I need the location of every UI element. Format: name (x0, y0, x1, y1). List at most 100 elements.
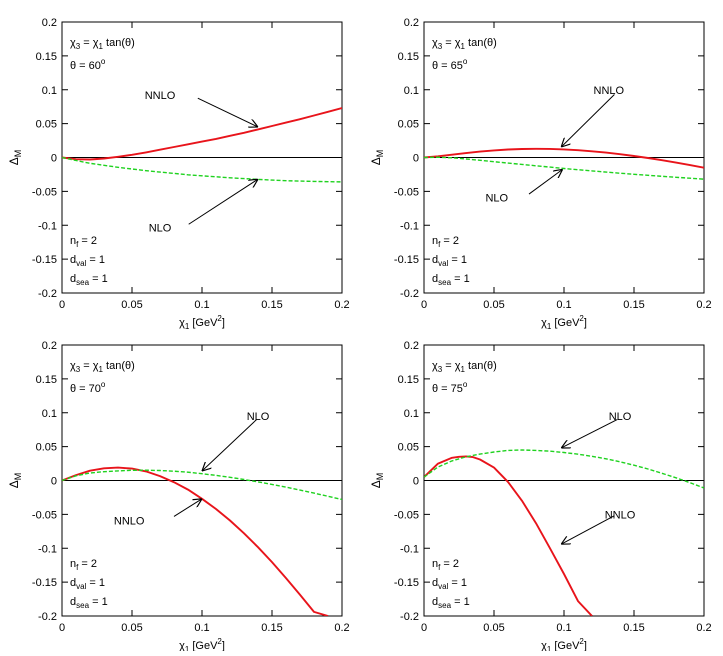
y-tick-label: -0.05 (32, 509, 57, 521)
param-label: dsea = 1 (70, 273, 108, 287)
param-subscript: val (76, 582, 86, 591)
x-tick-label: 0 (59, 622, 65, 634)
y-tick-label: 0.1 (42, 408, 57, 420)
param-label: dval = 1 (432, 577, 467, 591)
x-tick-label: 0.15 (623, 622, 644, 634)
y-axis-subscript: M (375, 150, 385, 158)
series-label-nnlo: NNLO (145, 90, 176, 102)
relation-sub1: 1 (99, 365, 104, 374)
x-axis-label: χ1 [GeV2] (541, 314, 587, 331)
y-tick-label: 0.05 (398, 442, 419, 454)
chart-panel-2: 0.20.150.10.050-0.05-0.1-0.15-0.20 0.05 0.… (369, 17, 712, 331)
param-value: = 1 (89, 273, 108, 285)
series-line-nlo (424, 156, 704, 180)
param-symbol: n (432, 235, 438, 247)
param-label: nf = 2 (70, 235, 97, 249)
y-tick-label: 0.2 (42, 17, 57, 29)
y-tick-label: 0 (51, 476, 57, 488)
param-subscript: f (438, 563, 441, 572)
x-tick-label: 0.05 (483, 622, 504, 634)
x-tick-label: 0.15 (623, 299, 644, 311)
y-axis-subscript: M (13, 473, 23, 481)
y-axis-symbol: Δ (369, 157, 383, 165)
x-axis-label: χ1 [GeV2] (541, 637, 587, 651)
x-tick-label: 0.15 (261, 299, 282, 311)
angle-degree: o (463, 380, 468, 389)
relation-label: χ3 = χ1 tan(θ) (70, 37, 135, 51)
chart-panel-1: 0.20.150.10.050-0.05-0.1-0.15-0.20 0.05 0.… (7, 17, 350, 331)
param-symbol: d (432, 273, 438, 285)
series-label-nnlo: NNLO (605, 509, 636, 521)
param-subscript: sea (438, 601, 451, 610)
relation-label: χ3 = χ1 tan(θ) (432, 37, 497, 51)
param-label: dsea = 1 (70, 596, 108, 610)
y-tick-label: -0.2 (38, 288, 57, 300)
x-axis-unit-close: ] (222, 317, 225, 329)
annotation-arrow-nlo (188, 179, 258, 225)
x-tick-label: 0.05 (483, 299, 504, 311)
x-tick-label: 0.05 (121, 299, 142, 311)
relation-sub3: 3 (438, 365, 443, 374)
x-axis-symbol: χ (179, 640, 185, 651)
relation-equals: = χ (442, 360, 461, 372)
y-tick-label: -0.1 (400, 220, 419, 232)
y-tick-label: 0.2 (42, 340, 57, 352)
relation-chi3: χ (70, 360, 76, 372)
series-label-nlo: NLO (149, 222, 172, 234)
angle-value: θ = 75 (432, 383, 463, 395)
param-label: dval = 1 (432, 254, 467, 268)
series-line-nlo (62, 469, 342, 501)
angle-value: θ = 60 (70, 60, 101, 72)
series-line-nlo (62, 156, 342, 183)
param-value: = 2 (440, 558, 459, 570)
y-tick-label: 0.05 (36, 119, 57, 131)
param-symbol: d (432, 254, 438, 266)
angle-degree: o (101, 57, 106, 66)
angle-degree: o (101, 380, 106, 389)
series-label-nlo: NLO (485, 192, 508, 204)
y-tick-label: -0.15 (394, 577, 419, 589)
relation-tan: tan(θ) (465, 360, 497, 372)
param-subscript: sea (438, 278, 451, 287)
relation-chi3: χ (70, 37, 76, 49)
x-tick-label: 0.2 (334, 622, 349, 634)
x-axis-subscript: 1 (185, 322, 190, 331)
relation-chi3: χ (432, 360, 438, 372)
series-label-nnlo: NNLO (114, 515, 145, 527)
relation-tan: tan(θ) (465, 37, 497, 49)
x-axis-unit-superscript: 2 (579, 314, 584, 323)
angle-value: θ = 65 (432, 60, 463, 72)
x-axis-unit: [GeV (189, 640, 218, 651)
series-line-nnlo (62, 466, 329, 616)
param-label: nf = 2 (70, 558, 97, 572)
relation-label: χ3 = χ1 tan(θ) (70, 360, 135, 374)
param-value: = 2 (78, 558, 97, 570)
y-axis-label: ΔM (7, 150, 23, 166)
param-value: = 2 (78, 235, 97, 247)
x-axis-symbol: χ (541, 640, 547, 651)
x-tick-label: 0.2 (334, 299, 349, 311)
y-tick-label: -0.05 (394, 186, 419, 198)
annotation-arrow-nnlo (197, 97, 258, 127)
y-tick-label: 0.05 (398, 119, 419, 131)
series-group (424, 449, 704, 616)
x-tick-label: 0.1 (556, 622, 571, 634)
x-tick-label: 0 (59, 299, 65, 311)
y-axis-symbol: Δ (7, 480, 21, 488)
x-axis-unit-close: ] (584, 317, 587, 329)
y-tick-label: -0.2 (400, 288, 419, 300)
x-tick-label: 0.2 (696, 622, 711, 634)
param-symbol: d (432, 596, 438, 608)
param-value: = 1 (89, 596, 108, 608)
annotation-arrow-nlo (528, 169, 563, 195)
x-tick-label: 0 (421, 622, 427, 634)
annotation-arrow-nnlo (173, 499, 202, 517)
x-axis-unit: [GeV (551, 317, 580, 329)
param-value: = 1 (451, 596, 470, 608)
relation-tan: tan(θ) (103, 360, 135, 372)
y-tick-label: 0.15 (398, 51, 419, 63)
param-value: = 1 (451, 273, 470, 285)
angle-degree: o (463, 57, 468, 66)
param-symbol: d (70, 273, 76, 285)
y-tick-label: -0.05 (394, 509, 419, 521)
